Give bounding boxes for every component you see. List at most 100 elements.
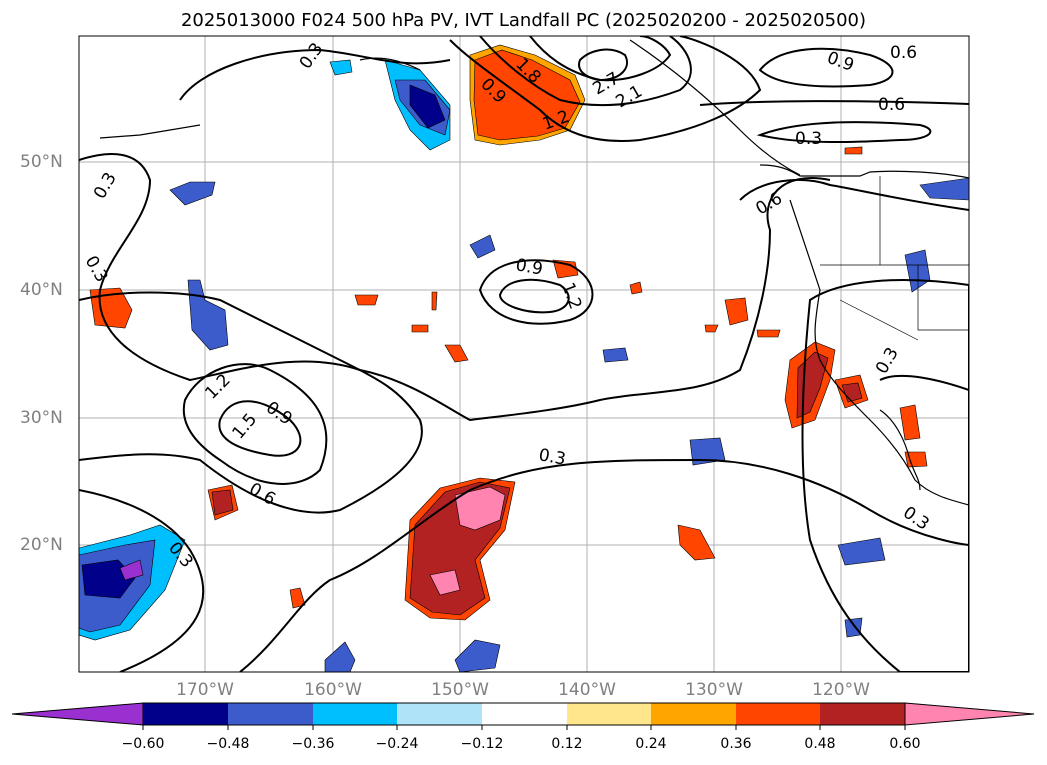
colorbar-tick-label: −0.60 <box>121 736 165 752</box>
coast-us-canada <box>759 164 969 179</box>
fill-pos-small-2 <box>431 291 438 311</box>
fill-neg-alaska-core <box>409 84 446 129</box>
lat-label: 30°N <box>20 408 63 428</box>
fill-pos-33n-core <box>841 382 863 403</box>
colorbar-extend-high <box>904 702 1035 726</box>
colorbar <box>11 702 1035 730</box>
fill-neg-small-3 <box>602 347 629 363</box>
coast-aleutians <box>99 124 201 139</box>
fill-pos-small-5 <box>552 259 579 279</box>
fill-neg-canada <box>919 177 969 201</box>
contour-0.6-ne <box>699 100 969 106</box>
lon-label: 150°W <box>431 680 489 700</box>
state-borders <box>820 176 969 341</box>
fill-pos-small-1 <box>354 294 379 306</box>
colorbar-segment <box>313 703 397 725</box>
colorbar-segment <box>651 703 736 725</box>
fill-pos-19n <box>677 524 716 561</box>
lat-label: 50°N <box>20 152 63 172</box>
contour-0.3-ne <box>756 121 932 144</box>
pv-contours <box>79 36 969 672</box>
contour-label: 0.9 <box>514 255 544 279</box>
lon-label: 170°W <box>176 680 234 700</box>
colorbar-frame <box>142 702 906 726</box>
lon-label: 140°W <box>558 680 616 700</box>
contour-label: 0.3 <box>537 445 567 469</box>
lat-label: 40°N <box>20 280 63 300</box>
fill-pos-small-8 <box>704 324 719 333</box>
contour-0.6-central <box>79 291 423 514</box>
contour-2.7-gulf <box>578 48 628 82</box>
fill-pos-small-12 <box>844 146 863 155</box>
fill-neg-18n <box>837 537 886 566</box>
fill-neg-38n <box>187 279 229 351</box>
colorbar-tick-label: 0.60 <box>889 736 921 752</box>
fill-neg-bottom-2 <box>454 639 501 672</box>
lon-label: 160°W <box>304 680 362 700</box>
contour-1.8-gulf <box>479 36 692 107</box>
colorbar-segment <box>143 703 228 725</box>
fill-neg-small-4 <box>844 617 863 638</box>
coast-baja <box>879 409 921 491</box>
fill-neg-47n <box>169 181 216 206</box>
map-frame <box>78 35 970 673</box>
coast-us-west <box>789 199 969 506</box>
colorbar-segment <box>228 703 313 725</box>
graticule <box>79 36 969 672</box>
lon-label: 130°W <box>685 680 743 700</box>
fill-neg-bottom-1 <box>324 641 356 672</box>
contour-1.2-west <box>182 363 328 485</box>
contour-0.3-main <box>79 153 831 422</box>
colorbar-tick-label: 0.12 <box>551 736 583 752</box>
fill-pos-hawaii-max <box>454 486 506 531</box>
colorbar-segment <box>736 703 820 725</box>
contour-label: 0.6 <box>890 43 917 63</box>
fill-pos-small-9 <box>756 329 781 338</box>
fill-pos-small-4 <box>444 344 469 363</box>
colorbar-segment <box>482 703 567 725</box>
contour-2.1-gulf <box>529 36 672 82</box>
colorbar-tick-label: −0.48 <box>206 736 250 752</box>
fill-neg-30n <box>689 437 726 466</box>
fill-pos-small-10 <box>904 451 928 468</box>
contour-1.2-gulf <box>449 36 762 142</box>
fill-pos-small-11 <box>289 587 306 609</box>
contour-0.3-conus <box>801 279 969 672</box>
contour-label: 0.6 <box>878 95 905 115</box>
fill-neg-west-extreme <box>119 559 144 581</box>
border-3 <box>917 265 969 331</box>
fill-pos-hawaii-max-2 <box>429 569 461 596</box>
coastlines <box>99 39 969 506</box>
colorbar-segment <box>397 703 482 725</box>
colorbar-extend-low <box>11 702 144 726</box>
colorbar-tick-label: −0.24 <box>375 736 419 752</box>
colorbar-tick-label: −0.36 <box>291 736 335 752</box>
contour-1.2-central <box>498 278 570 314</box>
contour-label: 0.3 <box>795 129 822 149</box>
contour-1.5-west <box>218 400 302 457</box>
lon-label: 120°W <box>812 680 870 700</box>
border-4 <box>839 299 919 341</box>
lat-label: 20°N <box>20 535 63 555</box>
contour-0.3-southwest <box>879 374 969 391</box>
contour-0.3-north <box>179 48 451 101</box>
chart-title: 2025013000 F024 500 hPa PV, IVT Landfall… <box>180 10 867 31</box>
contour-0.9-ne <box>758 47 894 88</box>
colorbar-segment <box>567 703 651 725</box>
coast-bc <box>629 39 801 176</box>
fill-pos-small-6 <box>629 281 643 295</box>
colorbar-tick-label: 0.36 <box>720 736 752 752</box>
contour-0.3-west <box>79 489 205 672</box>
colorbar-tick-label: 0.48 <box>804 736 836 752</box>
fill-neg-small-1 <box>329 59 353 76</box>
colorbar-tick-marks <box>142 725 906 730</box>
fill-neg-small-2 <box>469 234 496 259</box>
contour-0.6-bc <box>739 179 969 211</box>
colorbar-tick-label: 0.24 <box>635 736 667 752</box>
fill-pos-small-3 <box>411 324 429 333</box>
colorbar-segment <box>820 703 905 725</box>
fill-pos-23n-core <box>211 489 234 516</box>
colorbar-tick-label: −0.12 <box>460 736 504 752</box>
contour-0.3-south <box>239 458 969 672</box>
